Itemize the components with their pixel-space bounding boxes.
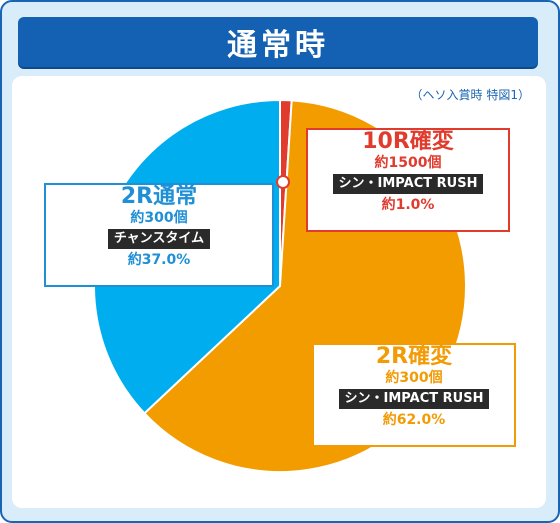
title-bar: 通常時 [18, 17, 538, 67]
label-2r-normal-count: 約300個 [130, 210, 188, 226]
chart-note: （ヘソ入賞時 特図1） [410, 88, 530, 102]
label-2r-normal-tag: チャンスタイム [107, 229, 211, 249]
page-title: 通常時 [227, 28, 329, 63]
label-10r-kakuhen: 10R確変 約1500個 シン・IMPACT RUSH 約1.0% [306, 128, 510, 232]
label-2r-kakuhen-tag: シン・IMPACT RUSH [338, 389, 490, 409]
label-10r-kakuhen-tag: シン・IMPACT RUSH [332, 174, 484, 194]
label-2r-normal-pct: 約37.0% [127, 252, 191, 268]
label-2r-normal: 2R通常 約300個 チャンスタイム 約37.0% [44, 183, 274, 287]
label-10r-kakuhen-count: 約1500個 [374, 155, 442, 171]
label-2r-kakuhen-name: 2R確変 [375, 344, 453, 369]
label-2r-normal-name: 2R通常 [120, 184, 198, 209]
label-10r-kakuhen-name: 10R確変 [362, 129, 454, 154]
slice-marker-dot [276, 175, 290, 189]
label-2r-kakuhen-count: 約300個 [385, 370, 443, 386]
label-2r-kakuhen: 2R確変 約300個 シン・IMPACT RUSH 約62.0% [312, 343, 516, 447]
label-10r-kakuhen-pct: 約1.0% [381, 197, 435, 213]
label-2r-kakuhen-pct: 約62.0% [382, 412, 446, 428]
